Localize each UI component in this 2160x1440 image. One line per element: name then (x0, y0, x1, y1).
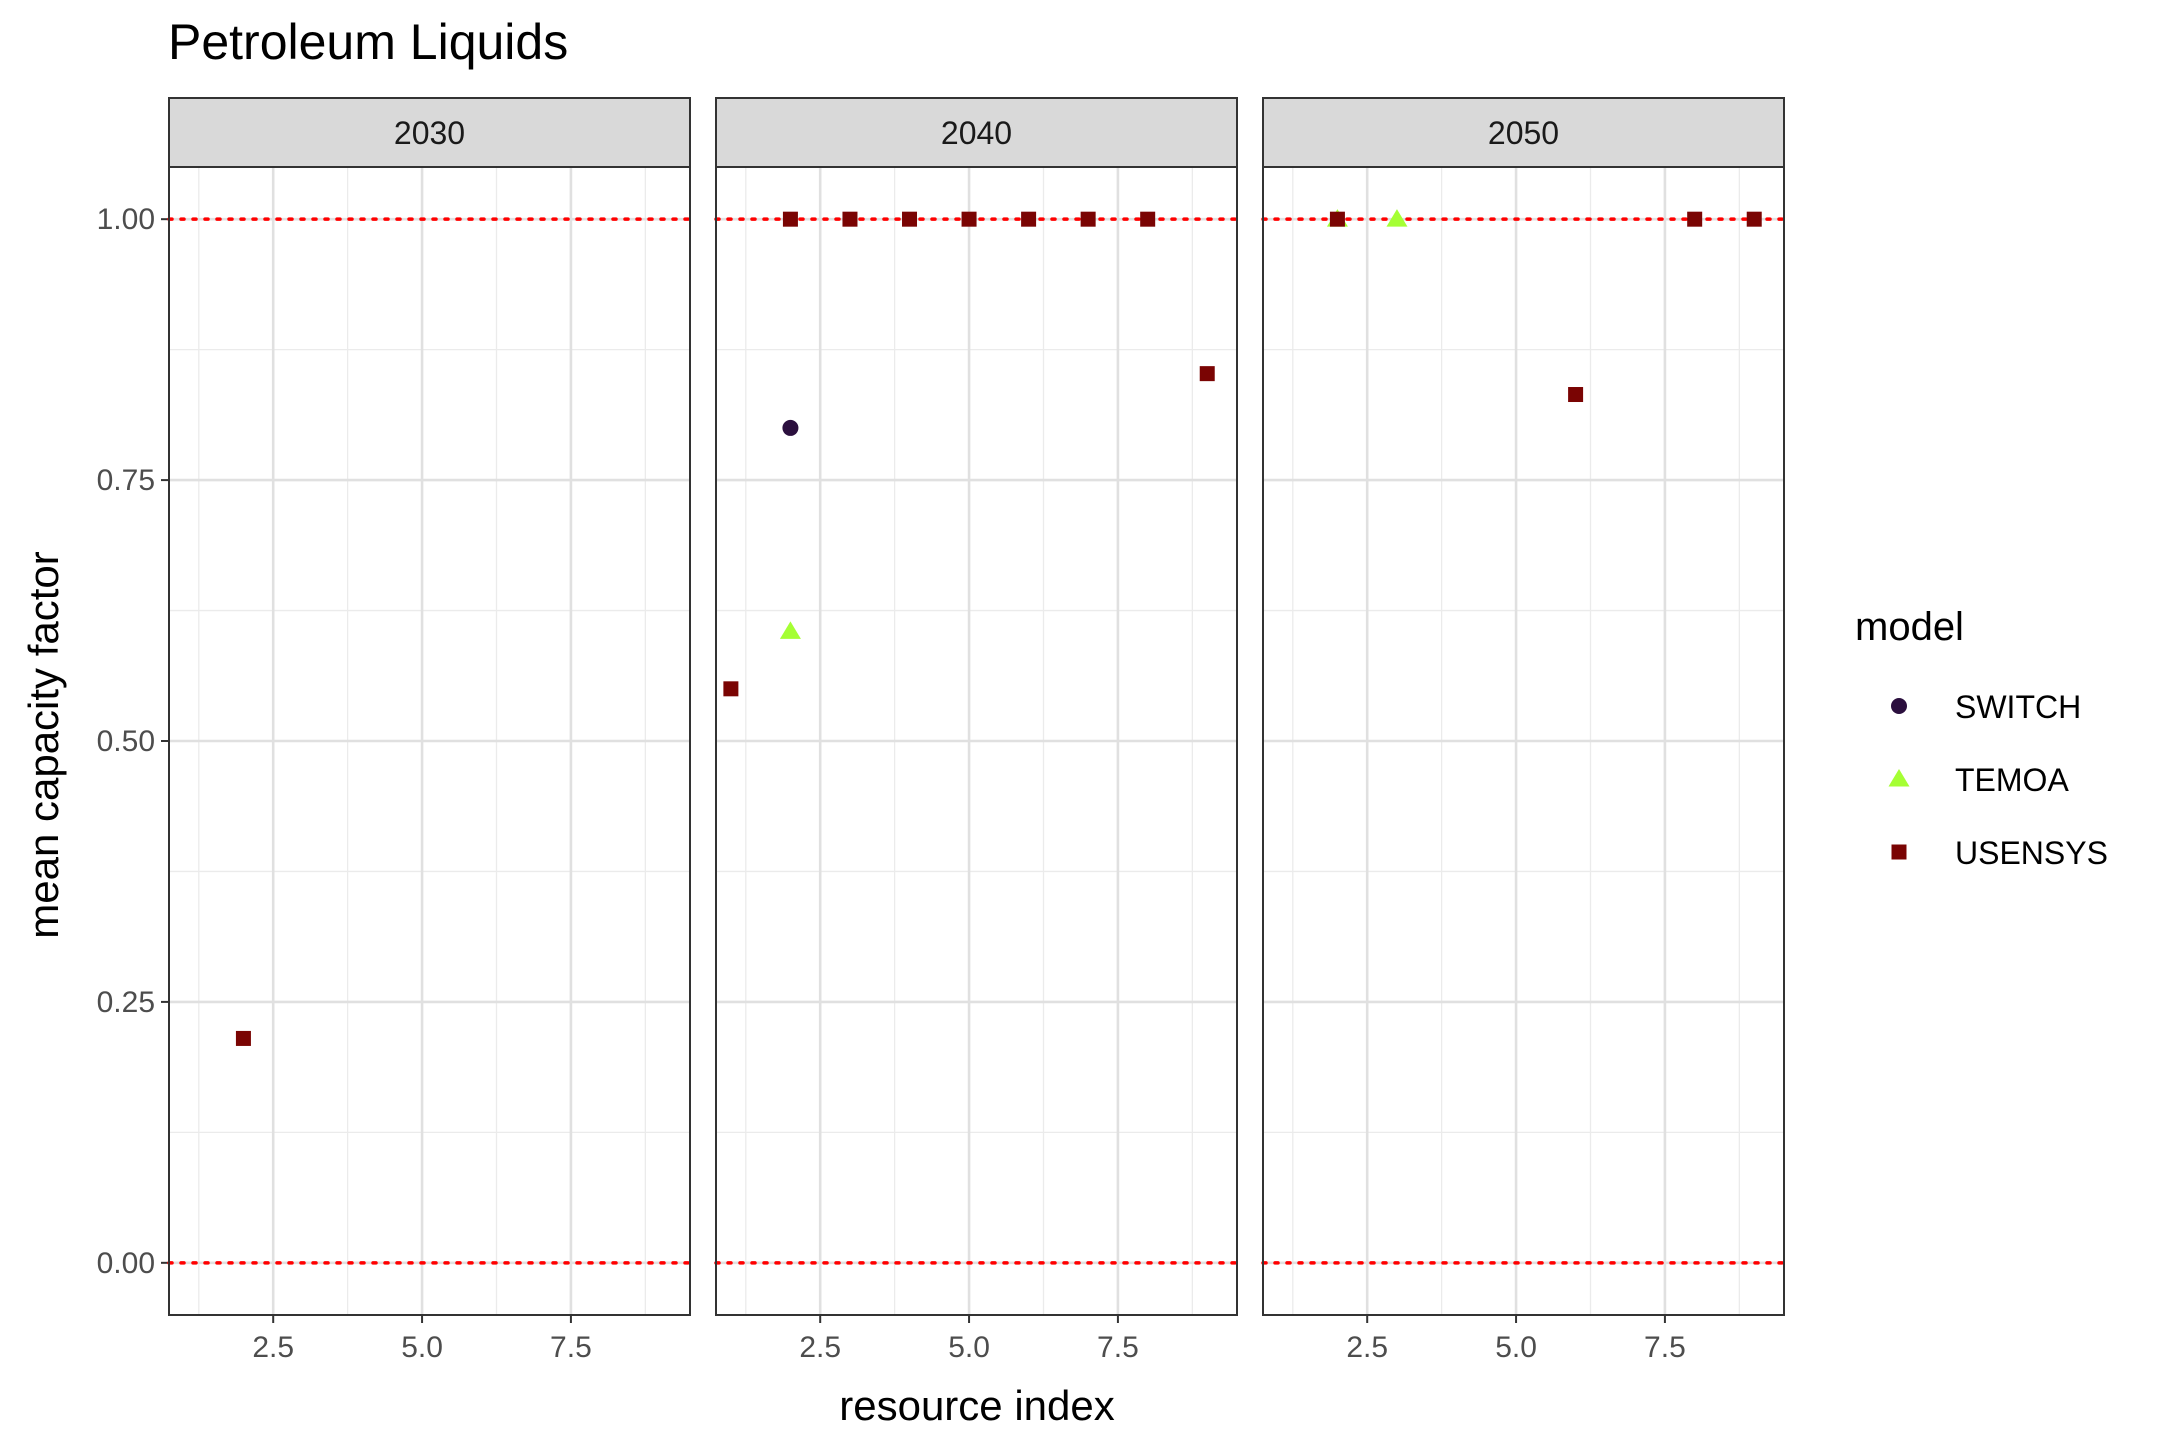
data-point-usensys (1140, 211, 1156, 227)
x-tick-label: 5.0 (1495, 1331, 1537, 1364)
x-tick-label: 2.5 (252, 1331, 294, 1364)
facet-strip-label: 2050 (1488, 115, 1559, 151)
data-point-usensys (1746, 211, 1762, 227)
x-tick-label: 7.5 (1097, 1331, 1139, 1364)
legend-key-temoa (1888, 769, 1910, 787)
facet-strip-label: 2040 (941, 115, 1012, 151)
x-tick-label: 7.5 (550, 1331, 592, 1364)
data-point-usensys (1080, 211, 1096, 227)
facet-panel-2050: 2050 2.5 5.0 7.5 (1261, 97, 1786, 1364)
data-point-usensys (961, 211, 977, 227)
legend-label: TEMOA (1955, 762, 2069, 798)
facet-strip-label: 2030 (394, 115, 465, 151)
data-point-usensys (1687, 211, 1703, 227)
x-tick-label: 2.5 (1346, 1331, 1388, 1364)
x-tick-label: 5.0 (401, 1331, 443, 1364)
y-tick-label: 0.00 (97, 1247, 155, 1280)
facet-strip (715, 97, 1238, 168)
facet-panel-2030: 2030 2.5 5.0 7.5 (167, 97, 692, 1364)
legend-entry-switch: SWITCH (1891, 689, 2081, 725)
data-point-temoa (1386, 209, 1408, 227)
facet-strip (168, 97, 691, 168)
facet-panel-2040: 2040 2.5 5.0 7.5 (714, 97, 1239, 1364)
y-tick-label: 0.25 (97, 986, 155, 1019)
x-axis-label: resource index (839, 1382, 1114, 1429)
y-tick-label: 1.00 (97, 203, 155, 236)
facet-panels: 0.00 0.25 0.50 0.75 1.00 2030 2.5 5.0 7.5 2040 2.5… (97, 97, 1786, 1364)
data-point-usensys (1021, 211, 1037, 227)
legend-key-switch (1891, 698, 1907, 714)
legend-label: USENSYS (1955, 835, 2108, 871)
data-point-usensys (1199, 366, 1215, 382)
data-point-usensys (1329, 211, 1345, 227)
data-point-usensys (842, 211, 858, 227)
x-tick-label: 7.5 (1644, 1331, 1686, 1364)
data-point-usensys (235, 1030, 251, 1046)
legend-entry-temoa: TEMOA (1888, 762, 2069, 798)
legend-label: SWITCH (1955, 689, 2081, 725)
data-point-usensys (902, 211, 918, 227)
data-point-switch (782, 419, 799, 436)
facet-strip (1262, 97, 1785, 168)
legend-entry-usensys: USENSYS (1891, 835, 2108, 871)
legend: model SWITCH TEMOA USENSYS (1855, 605, 2108, 871)
legend-key-usensys (1891, 844, 1907, 860)
y-tick-label: 0.75 (97, 464, 155, 497)
data-point-usensys (782, 211, 798, 227)
data-point-usensys (723, 681, 739, 697)
chart-title: Petroleum Liquids (168, 14, 568, 70)
y-axis: 0.00 0.25 0.50 0.75 1.00 (97, 203, 169, 1280)
legend-title: model (1855, 605, 1964, 649)
data-point-temoa (779, 621, 801, 639)
y-axis-label: mean capacity factor (20, 551, 67, 939)
y-tick-label: 0.50 (97, 725, 155, 758)
x-tick-label: 5.0 (948, 1331, 990, 1364)
data-point-usensys (1568, 387, 1584, 403)
x-tick-label: 2.5 (799, 1331, 841, 1364)
